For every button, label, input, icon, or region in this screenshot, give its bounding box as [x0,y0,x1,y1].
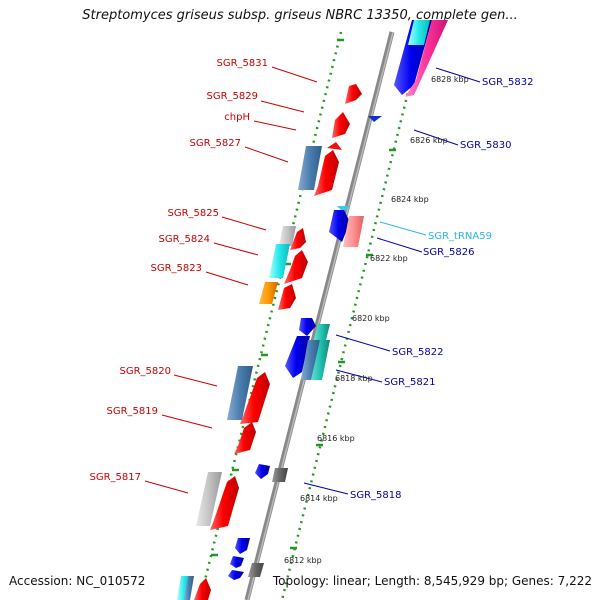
kbp-label: 6812 kbp [284,556,322,565]
gene-arrow-sgr5820-red[interactable] [240,372,270,424]
kbp-label: 6814 kbp [300,494,338,503]
gene-bar-sgr5825-gray[interactable] [279,226,296,246]
gene-label-sgr5831[interactable]: SGR_5831 [217,58,269,69]
gene-bar-sgr5818-gray[interactable] [272,468,288,482]
map-title: Streptomyces griseus subsp. griseus NBRC… [82,8,518,23]
chromosome-backbone [244,31,395,600]
gene-label-sgr5824[interactable]: SGR_5824 [159,234,211,245]
gene-arrow-blue-lower[interactable] [235,538,250,554]
gene-label-chph[interactable]: chpH [224,112,250,123]
reverse-strand-genes [228,20,448,580]
gene-label-sgr5821[interactable]: SGR_5821 [384,377,436,388]
gene-bar-gray-lower[interactable] [248,563,264,577]
gene-arrow-sgr5826[interactable] [329,210,350,242]
gene-bar-sgr5822-teal[interactable] [314,324,330,340]
gene-label-sgr5819[interactable]: SGR_5819 [107,406,159,417]
gene-arrow-bottom-red[interactable] [194,578,211,600]
gene-bar-sgr5817-gray[interactable] [196,472,222,526]
gene-label-sgr5822[interactable]: SGR_5822 [392,347,444,358]
gene-arrow-sgr5832-pink[interactable] [405,20,448,97]
backbone-highlight [247,31,394,600]
gene-arrow-sgr5817-red[interactable] [210,476,239,530]
gene-arrow-sgr5823-red[interactable] [278,284,296,310]
gene-bar-sgr5824-cyan[interactable] [269,244,290,278]
gene-arrow-sgr5830[interactable] [368,116,382,122]
gene-arrow-sgr5821-blue[interactable] [285,336,310,378]
gene-arrow-sgr5818-blue[interactable] [255,464,270,479]
gene-arrow-sgr5825-red[interactable] [290,228,306,250]
gene-label-sgr5826[interactable]: SGR_5826 [423,247,475,258]
gene-bar-sgr5823-orange[interactable] [259,282,278,304]
gene-label-sgr5820[interactable]: SGR_5820 [120,366,172,377]
gene-bar-sgr5821-teal[interactable] [311,340,330,380]
kbp-label: 6826 kbp [410,136,448,145]
gene-bar-sgr5821-steel[interactable] [301,340,320,380]
gene-label-sgr5817[interactable]: SGR_5817 [90,472,142,483]
gene-label-sgr5818[interactable]: SGR_5818 [350,490,402,501]
gene-bar-sgr5820-steel[interactable] [227,366,253,420]
gene-arrow-chph[interactable] [327,142,342,150]
kbp-label: 6822 kbp [370,254,408,263]
gene-arrow-sgr5824-red[interactable] [284,250,308,284]
gene-arrow-small-blue[interactable] [299,318,316,336]
kbp-label: 6824 kbp [391,195,429,204]
gene-label-sgr5823[interactable]: SGR_5823 [151,263,203,274]
forward-gene-labels: SGR_5831 SGR_5829 chpH SGR_5827 SGR_5825… [90,58,269,483]
gene-arrow-sgr5819-red[interactable] [234,422,256,454]
kbp-label: 6820 kbp [352,314,390,323]
gene-label-sgr5832[interactable]: SGR_5832 [482,77,534,88]
forward-strand-genes [177,84,362,600]
gene-label-sgr-trna59[interactable]: SGR_tRNA59 [428,231,492,242]
kbp-label: 6816 kbp [317,434,355,443]
gene-label-sgr5829[interactable]: SGR_5829 [207,91,259,102]
gene-arrow-sgr5831[interactable] [345,84,362,104]
gene-arrow-blue-lower3[interactable] [228,570,244,580]
genome-summary-text: Topology: linear; Length: 8,545,929 bp; … [272,574,592,588]
gene-arrow-sgr5827[interactable] [314,150,339,196]
kbp-axis-labels: 6828 kbp 6826 kbp 6824 kbp 6822 kbp 6820… [284,75,469,565]
gene-label-sgr5827[interactable]: SGR_5827 [190,138,242,149]
gene-label-sgr5825[interactable]: SGR_5825 [168,208,220,219]
gene-arrow-sgr5829[interactable] [332,112,350,138]
gene-label-sgr5830[interactable]: SGR_5830 [460,140,512,151]
trna-marker-sgr-trna59[interactable] [337,206,350,212]
gene-bar-sgr5827-steel[interactable] [298,146,322,190]
gene-bar-bottom-steel[interactable] [184,576,194,600]
accession-text: Accession: NC_010572 [9,574,146,588]
leader-lines [144,66,481,495]
kbp-label: 6828 kbp [431,75,469,84]
gene-bar-cyan-top[interactable] [408,20,430,45]
kbp-label: 6818 kbp [335,374,373,383]
gene-bar-sgr5826-salmon[interactable] [343,216,364,247]
gene-arrow-blue-lower2[interactable] [230,556,244,568]
reverse-gene-labels: SGR_5832 SGR_5830 SGR_tRNA59 SGR_5826 SG… [350,77,534,501]
